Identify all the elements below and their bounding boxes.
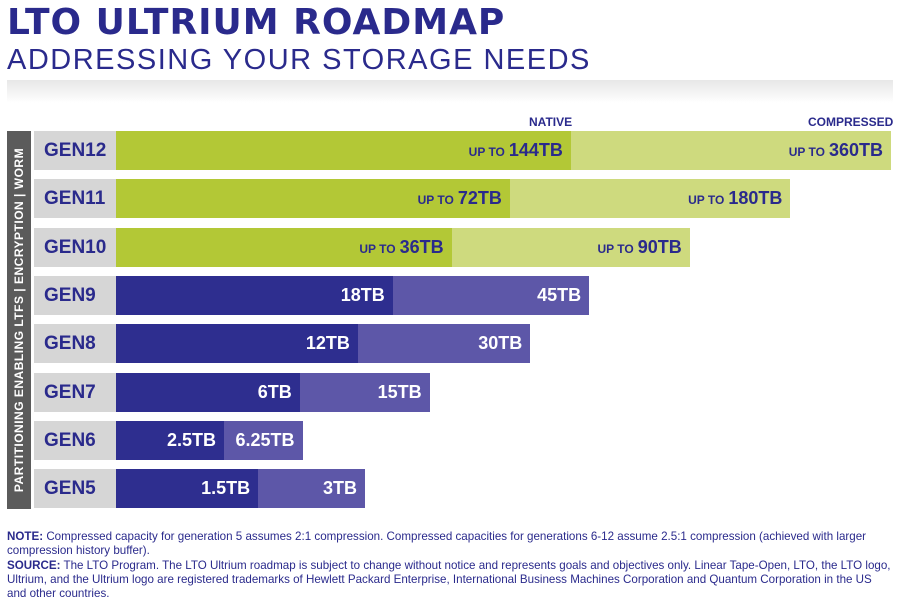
label-value: 12TB — [305, 333, 350, 353]
source-text: The LTO Program. The LTO Ultrium roadmap… — [7, 558, 891, 601]
compressed-value-label: 6.25TB — [236, 421, 295, 461]
label-prefix: UP TO — [688, 193, 725, 207]
compressed-value-label: 30TB — [478, 324, 522, 364]
generation-label: GEN5 — [34, 469, 116, 508]
generation-label: GEN11 — [34, 179, 116, 218]
bar-native — [116, 469, 259, 508]
generation-label: GEN9 — [34, 276, 116, 315]
bar-native — [116, 131, 571, 170]
label-prefix: UP TO — [788, 145, 825, 159]
bar-native — [116, 373, 300, 412]
compressed-value-label: UP TO 90TB — [598, 228, 682, 269]
bar-native — [116, 324, 358, 363]
generation-label: GEN6 — [34, 421, 116, 460]
label-value: 360TB — [828, 140, 883, 160]
bar-native — [116, 228, 452, 267]
native-value-label: UP TO 36TB — [359, 228, 443, 269]
source-label: SOURCE: — [7, 558, 61, 572]
page-subtitle: ADDRESSING YOUR STORAGE NEEDS — [7, 44, 591, 76]
native-value-label: 18TB — [341, 276, 385, 316]
label-value: 36TB — [399, 237, 444, 257]
label-value: 45TB — [537, 285, 582, 305]
note-text: Compressed capacity for generation 5 ass… — [7, 530, 867, 558]
note-label: NOTE: — [7, 530, 44, 543]
generation-label: GEN12 — [34, 131, 116, 170]
label-value: 6TB — [257, 382, 292, 402]
legend-native: NATIVE — [529, 115, 573, 129]
page-title: LTO ULTRIUM ROADMAP — [7, 2, 506, 43]
native-value-label: 6TB — [258, 373, 292, 413]
label-value: 180TB — [728, 188, 783, 208]
native-value-label: 2.5TB — [167, 421, 216, 461]
compressed-value-label: 3TB — [323, 469, 357, 509]
generation-label: GEN8 — [34, 324, 116, 363]
generation-label: GEN7 — [34, 373, 116, 412]
native-value-label: 1.5TB — [201, 469, 250, 509]
label-prefix: UP TO — [468, 145, 505, 159]
label-value: 18TB — [340, 285, 385, 305]
feature-sidebar: PARTITIONING ENABLING LTFS | ENCRYPTION … — [7, 131, 31, 509]
label-value: 2.5TB — [166, 430, 216, 450]
label-value: 72TB — [457, 188, 502, 208]
label-value: 3TB — [322, 478, 357, 498]
compressed-value-label: 15TB — [378, 373, 422, 413]
native-value-label: UP TO 144TB — [469, 131, 563, 172]
label-value: 30TB — [478, 333, 523, 353]
label-value: 6.25TB — [235, 430, 295, 450]
label-value: 15TB — [377, 382, 422, 402]
label-value: 144TB — [508, 140, 563, 160]
label-prefix: UP TO — [359, 242, 396, 256]
label-prefix: UP TO — [597, 242, 634, 256]
bar-native — [116, 276, 393, 315]
source-line: SOURCE: The LTO Program. The LTO Ultrium… — [7, 559, 893, 602]
bar-native — [116, 421, 224, 460]
legend-compressed: COMPRESSED — [808, 115, 894, 129]
bar-native — [116, 179, 510, 218]
native-value-label: UP TO 72TB — [418, 179, 502, 220]
label-prefix: UP TO — [417, 193, 454, 207]
feature-sidebar-text: PARTITIONING ENABLING LTFS | ENCRYPTION … — [12, 147, 26, 493]
compressed-value-label: UP TO 180TB — [688, 179, 782, 220]
compressed-value-label: UP TO 360TB — [789, 131, 883, 172]
label-value: 1.5TB — [201, 478, 251, 498]
footnote: NOTE: Compressed capacity for generation… — [7, 530, 893, 601]
label-value: 90TB — [637, 237, 682, 257]
native-value-label: 12TB — [306, 324, 350, 364]
header-divider — [7, 80, 893, 103]
compressed-value-label: 45TB — [537, 276, 581, 316]
generation-label: GEN10 — [34, 228, 116, 267]
note-line: NOTE: Compressed capacity for generation… — [7, 530, 893, 559]
